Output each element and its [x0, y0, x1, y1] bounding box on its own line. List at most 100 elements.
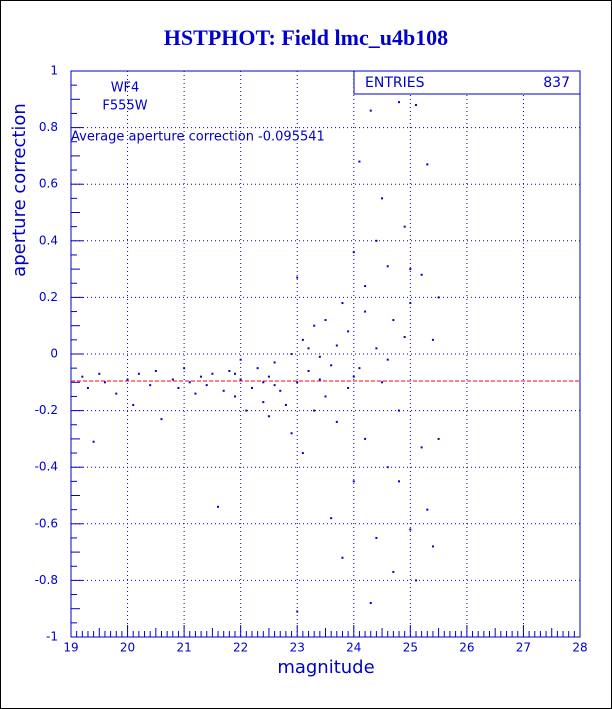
annotation: WF4	[111, 81, 140, 96]
point	[414, 579, 417, 582]
point	[115, 392, 118, 395]
point	[437, 296, 440, 299]
point	[307, 369, 310, 372]
x-tick-label: 22	[233, 641, 248, 655]
point	[369, 109, 372, 112]
point	[381, 381, 384, 384]
y-tick-label: 0.8	[39, 120, 58, 134]
point	[239, 378, 242, 381]
point	[267, 415, 270, 418]
y-tick-label: 0.4	[39, 233, 58, 247]
point	[160, 418, 163, 421]
point	[364, 285, 367, 288]
point	[307, 347, 310, 350]
point	[403, 336, 406, 339]
point	[290, 353, 293, 355]
point	[267, 375, 270, 378]
point	[409, 528, 412, 531]
point	[318, 378, 321, 381]
point	[352, 375, 355, 378]
y-tick-label: 0	[50, 347, 58, 361]
annotation: F555W	[102, 99, 147, 114]
x-tick-label: 26	[459, 641, 474, 655]
point	[398, 101, 401, 104]
average-label: Average aperture correction -0.095541	[71, 130, 325, 145]
point	[177, 386, 180, 389]
point	[126, 378, 129, 381]
point	[132, 403, 135, 406]
x-tick-label: 23	[290, 641, 305, 655]
point	[103, 381, 106, 384]
point	[296, 276, 299, 279]
point	[330, 364, 333, 367]
point	[239, 358, 242, 361]
y-axis-label: aperture correction	[9, 103, 30, 277]
point	[313, 409, 316, 412]
point	[375, 347, 378, 350]
point	[352, 251, 355, 254]
point	[290, 432, 293, 435]
point	[398, 480, 401, 483]
point	[234, 372, 237, 375]
point	[171, 378, 174, 381]
point	[431, 545, 434, 548]
point	[279, 389, 282, 392]
point	[98, 372, 101, 375]
point	[211, 372, 214, 375]
point	[364, 310, 367, 313]
point	[81, 375, 84, 378]
point	[301, 452, 304, 455]
point	[347, 330, 350, 333]
point	[426, 163, 429, 166]
x-tick-label: 27	[516, 641, 531, 655]
point	[284, 403, 287, 406]
point	[341, 556, 344, 559]
point	[86, 386, 89, 389]
x-tick-label: 25	[403, 641, 418, 655]
point	[228, 369, 231, 372]
point	[386, 358, 389, 361]
point	[375, 239, 378, 242]
point	[358, 160, 361, 163]
point	[296, 610, 299, 613]
point	[392, 319, 395, 322]
y-tick-label: 0.6	[39, 177, 58, 191]
point	[324, 319, 327, 322]
point	[335, 420, 338, 423]
point	[375, 536, 378, 539]
point	[381, 197, 384, 200]
point	[313, 324, 316, 327]
point	[426, 508, 429, 511]
point	[137, 372, 140, 375]
point	[262, 381, 265, 384]
point	[194, 392, 197, 395]
point	[358, 367, 361, 370]
stats-box	[353, 70, 581, 95]
point	[437, 437, 440, 440]
point	[200, 375, 203, 378]
point	[234, 395, 237, 398]
y-tick-label: 1	[50, 64, 58, 78]
x-tick-label: 24	[346, 641, 361, 655]
point	[296, 381, 299, 384]
point	[335, 344, 338, 347]
point	[154, 369, 157, 372]
point	[392, 570, 395, 573]
y-tick-label: -0.6	[35, 516, 58, 530]
point	[245, 409, 248, 412]
point	[420, 446, 423, 449]
point	[369, 602, 372, 605]
chart-title: HSTPHOT: Field lmc_u4b108	[164, 25, 448, 50]
point	[386, 466, 389, 469]
point	[273, 361, 276, 364]
point	[256, 367, 259, 370]
point	[250, 386, 253, 389]
point	[222, 389, 225, 392]
point	[414, 103, 417, 106]
point	[318, 355, 321, 358]
x-tick-label: 21	[176, 641, 191, 655]
point	[386, 265, 389, 268]
point	[409, 268, 412, 271]
